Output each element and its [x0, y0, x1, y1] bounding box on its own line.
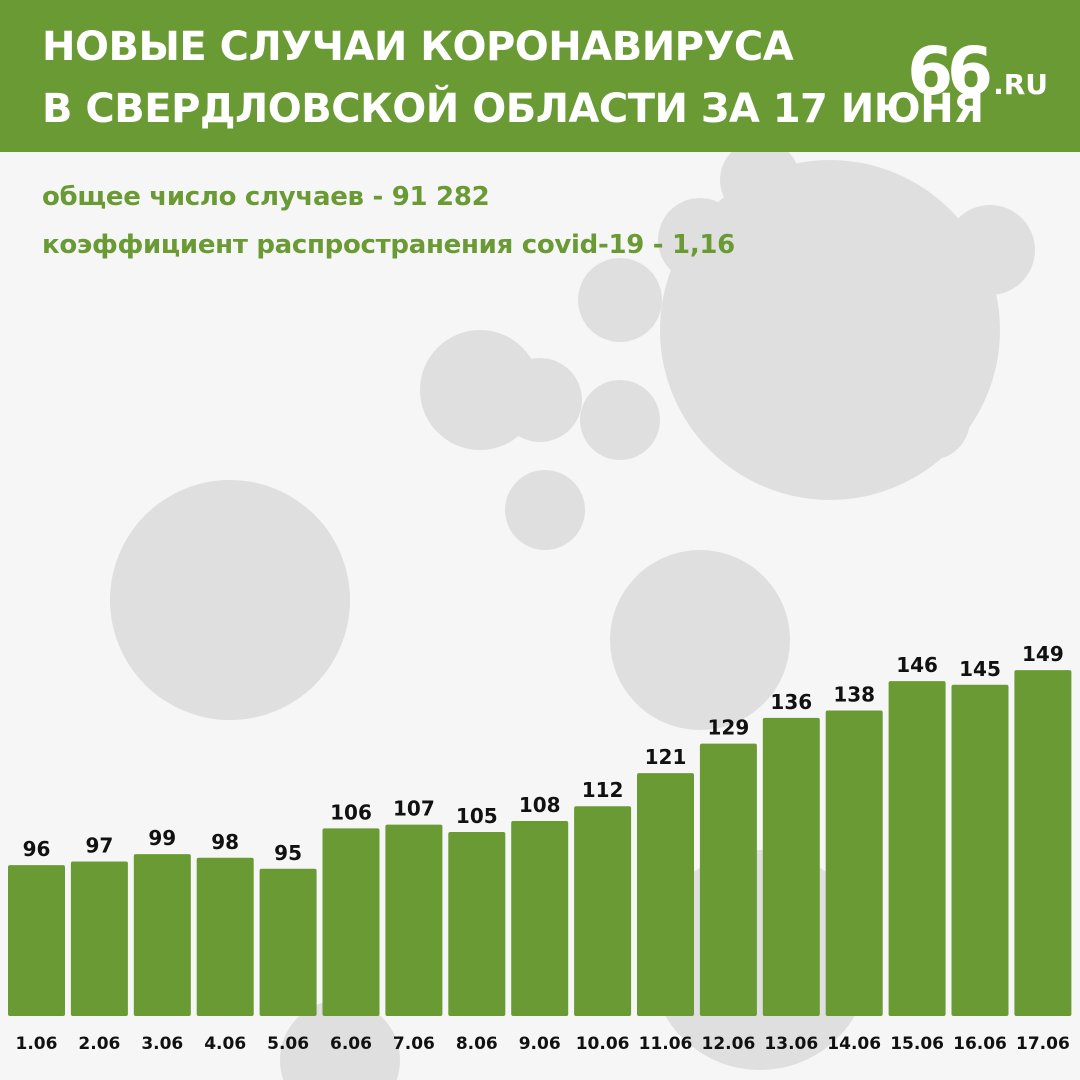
- value-label-2.06: 97: [85, 833, 113, 857]
- value-label-10.06: 112: [582, 778, 624, 802]
- tick-label-16.06: 16.06: [953, 1034, 1007, 1054]
- bar-12.06: [699, 743, 757, 1016]
- bar-1.06: [8, 865, 65, 1016]
- bar-6.06: [322, 828, 380, 1016]
- bar-2.06: [70, 861, 128, 1016]
- value-label-8.06: 105: [456, 804, 498, 828]
- value-label-12.06: 129: [708, 716, 750, 740]
- bar-7.06: [385, 824, 443, 1016]
- value-label-17.06: 149: [1022, 642, 1064, 666]
- bar-8.06: [448, 832, 506, 1016]
- tick-label-8.06: 8.06: [456, 1034, 498, 1054]
- tick-label-7.06: 7.06: [393, 1034, 435, 1054]
- logo-domain: .RU: [993, 68, 1048, 101]
- tick-label-9.06: 9.06: [519, 1034, 561, 1054]
- value-label-6.06: 106: [330, 800, 372, 824]
- tick-label-5.06: 5.06: [267, 1034, 309, 1054]
- spread-coefficient-text: коэффициент распространения covid-19 - 1…: [42, 230, 735, 260]
- bar-3.06: [133, 854, 191, 1016]
- value-label-4.06: 98: [211, 830, 239, 854]
- value-label-16.06: 145: [959, 657, 1001, 681]
- bar-5.06: [259, 868, 317, 1016]
- value-label-15.06: 146: [896, 653, 938, 677]
- total-cases-text: общее число случаев - 91 282: [42, 182, 490, 212]
- bar-14.06: [825, 710, 883, 1016]
- tick-label-1.06: 1.06: [16, 1034, 58, 1054]
- tick-label-15.06: 15.06: [890, 1034, 944, 1054]
- bar-11.06: [637, 773, 694, 1016]
- site-logo: 66 .RU: [907, 34, 1048, 110]
- value-label-14.06: 138: [833, 683, 875, 707]
- tick-label-12.06: 12.06: [702, 1034, 756, 1054]
- value-label-7.06: 107: [393, 797, 435, 821]
- tick-label-6.06: 6.06: [330, 1034, 372, 1054]
- tick-label-3.06: 3.06: [141, 1034, 183, 1054]
- bar-13.06: [762, 717, 820, 1016]
- tick-label-4.06: 4.06: [204, 1034, 246, 1054]
- tick-label-2.06: 2.06: [78, 1034, 120, 1054]
- bar-10.06: [574, 806, 632, 1016]
- value-label-13.06: 136: [770, 690, 812, 714]
- page-title-line-2: В СВЕРДЛОВСКОЙ ОБЛАСТИ ЗА 17 ИЮНЯ: [42, 86, 984, 132]
- bar-16.06: [951, 684, 1009, 1016]
- value-label-11.06: 121: [645, 745, 687, 769]
- logo-number: 66: [907, 33, 993, 110]
- header-banner: НОВЫЕ СЛУЧАИ КОРОНАВИРУСА В СВЕРДЛОВСКОЙ…: [0, 0, 1080, 152]
- bar-4.06: [196, 857, 254, 1016]
- tick-label-10.06: 10.06: [576, 1034, 630, 1054]
- bar-9.06: [511, 820, 569, 1016]
- bar-17.06: [1014, 670, 1072, 1016]
- tick-label-13.06: 13.06: [764, 1034, 818, 1054]
- tick-label-11.06: 11.06: [639, 1034, 693, 1054]
- value-label-5.06: 95: [274, 841, 302, 865]
- tick-label-17.06: 17.06: [1016, 1034, 1070, 1054]
- bar-15.06: [888, 681, 946, 1016]
- value-label-1.06: 96: [23, 837, 51, 861]
- value-label-3.06: 99: [148, 826, 176, 850]
- value-label-9.06: 108: [519, 793, 561, 817]
- page-title-line-1: НОВЫЕ СЛУЧАИ КОРОНАВИРУСА: [42, 24, 794, 70]
- tick-label-14.06: 14.06: [827, 1034, 881, 1054]
